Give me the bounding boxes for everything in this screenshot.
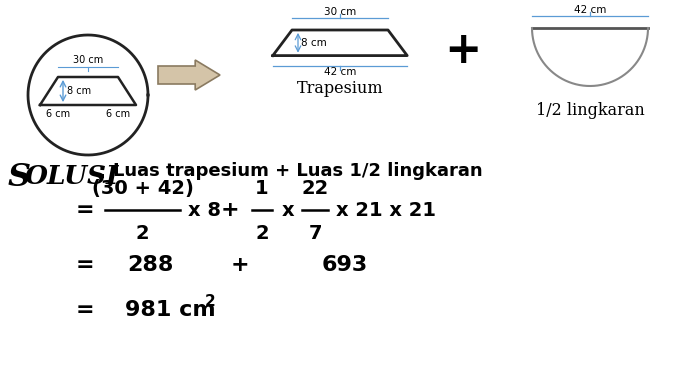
Text: 981 cm: 981 cm [125, 300, 216, 320]
Text: 42 cm: 42 cm [574, 5, 606, 15]
Text: 6 cm: 6 cm [46, 109, 70, 119]
Text: +: + [231, 255, 249, 275]
Polygon shape [158, 60, 220, 90]
Text: =: = [76, 200, 94, 220]
Text: Trapesium: Trapesium [297, 80, 384, 96]
Text: 2: 2 [205, 294, 216, 309]
Text: 7: 7 [308, 224, 322, 243]
Text: 288: 288 [127, 255, 173, 275]
Text: :: : [98, 162, 106, 182]
Text: 2: 2 [256, 224, 269, 243]
Text: 30 cm: 30 cm [324, 7, 356, 17]
Text: 6 cm: 6 cm [106, 109, 130, 119]
Text: Luas trapesium + Luas 1/2 lingkaran: Luas trapesium + Luas 1/2 lingkaran [113, 162, 482, 180]
Text: +: + [444, 29, 482, 71]
Text: 30 cm: 30 cm [73, 55, 103, 65]
Text: x: x [282, 200, 295, 220]
Text: OLUSI: OLUSI [25, 164, 120, 189]
Text: =: = [76, 300, 94, 320]
Text: 42 cm: 42 cm [324, 67, 356, 76]
Text: 2: 2 [136, 224, 149, 243]
Text: +: + [220, 200, 239, 220]
Text: (30 + 42): (30 + 42) [92, 179, 193, 198]
Text: x 21 x 21: x 21 x 21 [336, 200, 436, 220]
Text: 1/2 lingkaran: 1/2 lingkaran [536, 102, 645, 119]
Text: 1: 1 [256, 179, 269, 198]
Text: 693: 693 [322, 255, 368, 275]
Text: x 8: x 8 [188, 200, 221, 220]
Text: S: S [8, 162, 31, 193]
Text: 8 cm: 8 cm [301, 38, 327, 48]
Text: =: = [76, 255, 94, 275]
Text: 22: 22 [302, 179, 328, 198]
Text: 8 cm: 8 cm [67, 86, 91, 96]
